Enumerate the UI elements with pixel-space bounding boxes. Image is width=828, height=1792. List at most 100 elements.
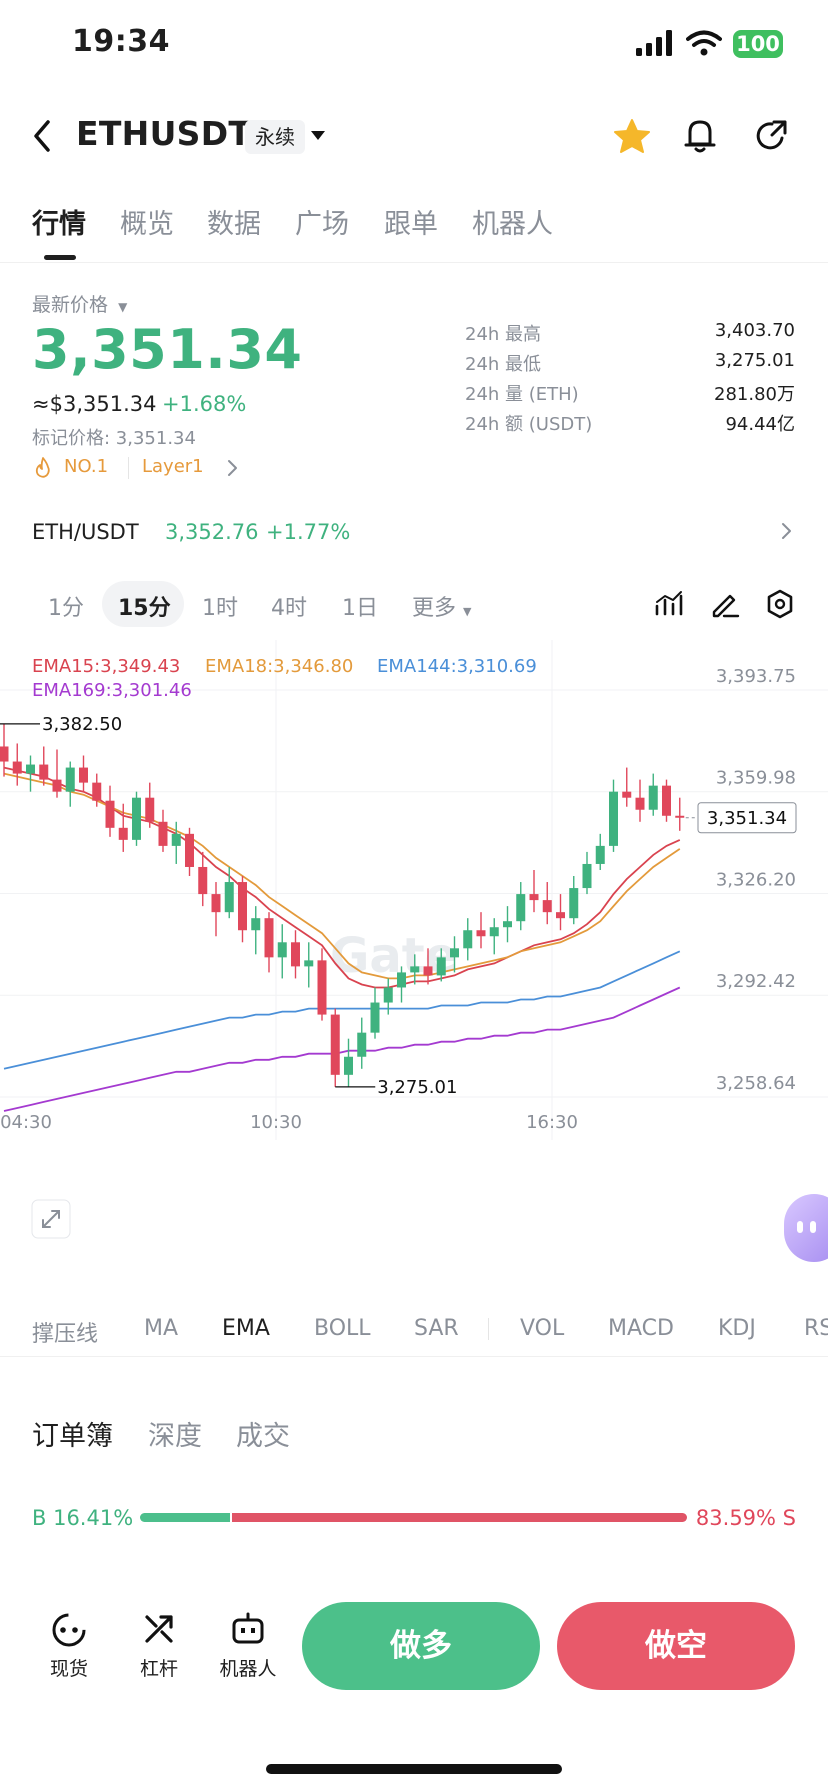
- low-price-label: 3,275.01: [377, 1077, 457, 1098]
- y-axis: 3,393.75 3,359.98 3,326.20 3,292.42 3,258.64: [716, 666, 796, 1094]
- candle-body: [65, 767, 75, 792]
- candle-body: [158, 821, 168, 846]
- active-tab-indicator: [44, 255, 76, 260]
- indicator-support-resistance[interactable]: 撑压线: [32, 1322, 99, 1347]
- candle-body: [198, 866, 208, 895]
- indicator-ema[interactable]: EMA: [222, 1316, 270, 1341]
- interval-15m[interactable]: 15分: [118, 596, 171, 621]
- expand-icon[interactable]: [31, 1199, 71, 1239]
- candle-body: [622, 791, 632, 798]
- share-icon[interactable]: [754, 118, 790, 154]
- drawing-pen-icon[interactable]: [710, 590, 740, 618]
- indicator-chart-icon[interactable]: [654, 590, 684, 618]
- x-axis: 04:30 10:30 16:30: [0, 1112, 578, 1133]
- contract-type-badge[interactable]: 永续: [245, 120, 305, 154]
- interval-4h[interactable]: 4时: [271, 596, 307, 621]
- spot-button-label[interactable]: 现货: [49, 1658, 88, 1680]
- tab-bots[interactable]: 机器人: [472, 209, 553, 240]
- candle-body: [317, 960, 327, 1015]
- assistant-bubble[interactable]: [784, 1194, 828, 1262]
- tab-market[interactable]: 行情: [32, 209, 86, 240]
- stat-low-label: 24h 最低: [465, 354, 542, 375]
- tab-trades[interactable]: 成交: [236, 1421, 290, 1452]
- y-tick-label: 3,258.64: [716, 1073, 796, 1094]
- interval-1h[interactable]: 1时: [202, 596, 238, 621]
- bot-button-label[interactable]: 机器人: [219, 1658, 277, 1680]
- usd-price: ≈$3,351.34: [32, 392, 157, 416]
- caret-down-icon: ▼: [118, 300, 128, 314]
- candle-body: [542, 900, 552, 913]
- interval-more-label: 更多: [412, 596, 457, 621]
- indicator-kdj[interactable]: KDJ: [718, 1316, 756, 1341]
- indicator-vol[interactable]: VOL: [520, 1316, 565, 1341]
- chevron-right-icon[interactable]: [226, 459, 238, 477]
- ema-line-ema18: [3, 772, 681, 980]
- candle-body: [344, 1056, 353, 1075]
- spot-pair-label[interactable]: ETH/USDT: [32, 520, 139, 544]
- back-icon[interactable]: [30, 118, 54, 154]
- candle-body: [52, 779, 62, 792]
- candle-body: [118, 827, 128, 840]
- spot-icon[interactable]: [51, 1612, 87, 1648]
- candle-body: [26, 764, 35, 774]
- candle-body: [609, 791, 618, 846]
- price-change-percent: +1.68%: [162, 392, 247, 416]
- dropdown-caret-icon[interactable]: [310, 130, 326, 142]
- candle-body: [516, 894, 526, 922]
- leverage-icon[interactable]: [142, 1612, 176, 1646]
- divider: [0, 1356, 828, 1357]
- candle-body: [132, 797, 141, 840]
- stat-high-label: 24h 最高: [465, 324, 542, 345]
- rank-tag[interactable]: NO.1: [64, 456, 109, 477]
- candle-body: [423, 966, 433, 976]
- candle-body: [675, 815, 685, 818]
- long-button[interactable]: 做多: [302, 1602, 540, 1690]
- ema-line-ema144: [3, 950, 681, 1070]
- battery-indicator: 100: [733, 30, 783, 58]
- candlesticks: [0, 723, 685, 1087]
- candle-body: [556, 912, 565, 919]
- ema144-legend: EMA144:3,310.69: [377, 656, 537, 677]
- ema169-legend: EMA169:3,301.46: [32, 680, 192, 701]
- candle-body: [489, 927, 499, 937]
- caret-down-icon: ▼: [463, 605, 472, 618]
- candle-body: [79, 767, 88, 783]
- stat-turnover-value: 94.44亿: [725, 414, 795, 435]
- tab-data[interactable]: 数据: [207, 209, 261, 240]
- chevron-right-icon[interactable]: [780, 522, 792, 540]
- watermark: Gate: [330, 928, 457, 984]
- indicator-boll[interactable]: BOLL: [314, 1316, 371, 1341]
- tab-copy-trading[interactable]: 跟单: [384, 209, 438, 240]
- indicator-sar[interactable]: SAR: [414, 1316, 459, 1341]
- sell-ratio-label: 83.59% S: [695, 1506, 796, 1530]
- short-button[interactable]: 做空: [557, 1602, 795, 1690]
- favorite-star-icon[interactable]: [613, 118, 651, 154]
- interval-1d[interactable]: 1日: [342, 596, 378, 621]
- last-price: 3,351.34: [32, 318, 303, 381]
- bot-icon[interactable]: [230, 1612, 266, 1646]
- tab-depth[interactable]: 深度: [148, 1421, 202, 1452]
- tab-square[interactable]: 广场: [295, 209, 349, 240]
- chart-settings-icon[interactable]: [766, 589, 794, 619]
- candle-body: [224, 882, 234, 913]
- interval-more[interactable]: 更多 ▼: [412, 590, 471, 622]
- interval-1m[interactable]: 1分: [48, 596, 84, 621]
- indicator-macd[interactable]: MACD: [608, 1316, 674, 1341]
- candle-body: [291, 942, 300, 967]
- pair-title[interactable]: ETHUSDT: [76, 114, 252, 153]
- tab-orderbook[interactable]: 订单簿: [32, 1421, 113, 1452]
- candle-body: [569, 888, 579, 919]
- tab-overview[interactable]: 概览: [120, 209, 174, 240]
- price-chart[interactable]: Gate 3,393.75 3,359.98 3,326.20 3,292.42 3,2…: [0, 640, 828, 1280]
- category-tag[interactable]: Layer1: [142, 456, 204, 477]
- ema-line-ema169: [3, 986, 681, 1112]
- candle-body: [211, 894, 221, 913]
- bell-icon[interactable]: [682, 116, 718, 156]
- latest-price-label[interactable]: 最新价格 ▼: [32, 290, 127, 317]
- indicator-ma[interactable]: MA: [144, 1316, 179, 1341]
- wifi-icon: [686, 30, 722, 56]
- high-price-label: 3,382.50: [42, 714, 122, 735]
- candle-body: [171, 833, 181, 846]
- leverage-button-label[interactable]: 杠杆: [139, 1658, 178, 1680]
- indicator-rsi[interactable]: RS: [804, 1316, 828, 1341]
